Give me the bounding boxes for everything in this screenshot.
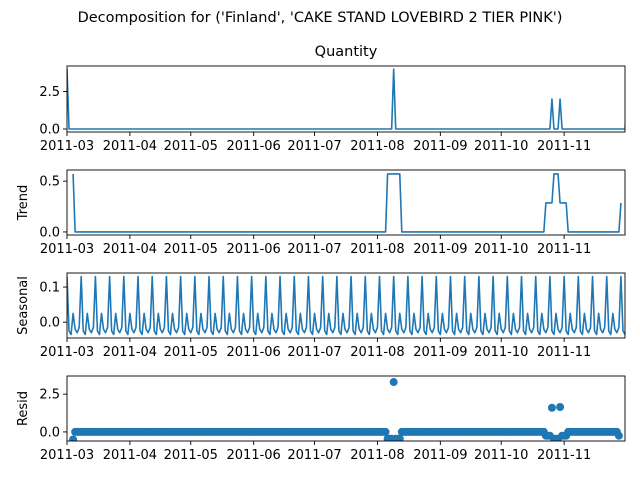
x-tick-label: 2011-04 [103,345,157,360]
y-tick-label: 2.5 [39,85,60,100]
x-tick-label: 2011-03 [40,345,94,360]
panel-4: Resid 0.0 2.5 2011-03 2011-04 2011-05 2011-06 2… [16,375,626,463]
x-tick-label: 2011-05 [164,345,218,360]
y-tick-label: 0.0 [39,425,60,440]
x-tick-label: 2011-06 [227,345,281,360]
y-axis-label: Resid [16,391,31,426]
x-tick-label: 2011-10 [474,139,528,154]
x-tick-label: 2011-04 [103,139,157,154]
x-tick-label: 2011-09 [413,345,467,360]
plot-area [72,173,622,233]
y-tick-label: 0.1 [39,281,60,296]
plot-area [67,275,625,336]
y-axis-label: Trend [16,185,31,222]
y-tick-label: 0.0 [39,316,60,331]
panel-3: Seasonal 0.0 0.1 2011-03 2011-04 2011-05 2011-… [16,272,626,360]
panels: Quantity 0.0 2.5 2011-03 2011-04 2011-05 2011-… [16,44,626,463]
y-axis-label: Seasonal [16,276,31,335]
x-tick-label: 2011-04 [103,242,157,257]
x-tick-label: 2011-08 [350,345,404,360]
y-tick-label: 0.0 [39,225,60,240]
plot-area [67,68,625,130]
x-tick-label: 2011-05 [164,448,218,463]
x-tick-label: 2011-11 [537,242,591,257]
x-tick-label: 2011-06 [227,242,281,257]
y-tick-label: 0.5 [39,175,60,190]
resid-point [381,427,390,436]
x-tick-label: 2011-09 [413,242,467,257]
panel-2: Trend 0.0 0.5 2011-03 2011-04 2011-05 2011-06 2… [16,169,626,257]
resid-point [614,431,623,440]
x-tick-label: 2011-11 [537,345,591,360]
resid-point [547,403,556,412]
x-tick-label: 2011-06 [227,139,281,154]
resid-point [389,378,398,387]
x-tick-label: 2011-11 [537,448,591,463]
x-tick-label: 2011-08 [350,242,404,257]
x-tick-label: 2011-08 [350,448,404,463]
figure-title: Decomposition for ('Finland', 'CAKE STAN… [78,10,563,26]
axes-frame [66,65,626,133]
x-tick-label: 2011-10 [474,242,528,257]
x-tick-label: 2011-07 [287,139,341,154]
x-tick-label: 2011-05 [164,242,218,257]
series-line [67,68,625,130]
y-tick-label: 0.0 [39,123,60,138]
panel-1: Quantity 0.0 2.5 2011-03 2011-04 2011-05 2011-… [39,44,626,154]
x-tick-label: 2011-09 [413,448,467,463]
x-tick-label: 2011-03 [40,139,94,154]
x-tick-label: 2011-07 [287,448,341,463]
x-tick-label: 2011-09 [413,139,467,154]
axes-frame [66,169,626,236]
x-tick-label: 2011-03 [40,448,94,463]
x-tick-label: 2011-11 [537,139,591,154]
x-tick-label: 2011-06 [227,448,281,463]
series-line [67,275,625,336]
x-tick-label: 2011-03 [40,242,94,257]
x-tick-label: 2011-10 [474,345,528,360]
axes-frame [66,272,626,339]
x-tick-label: 2011-10 [474,448,528,463]
series-line [72,173,622,233]
axes-frame [66,375,626,442]
y-tick-label: 2.5 [39,388,60,403]
plot-area [69,378,623,441]
x-tick-label: 2011-07 [287,242,341,257]
x-tick-label: 2011-08 [350,139,404,154]
x-tick-label: 2011-04 [103,448,157,463]
resid-point [556,402,565,411]
resid-point [69,435,78,441]
panel-title: Quantity [315,44,378,60]
x-tick-label: 2011-07 [287,345,341,360]
x-tick-label: 2011-05 [164,139,218,154]
resid-point [395,434,404,441]
